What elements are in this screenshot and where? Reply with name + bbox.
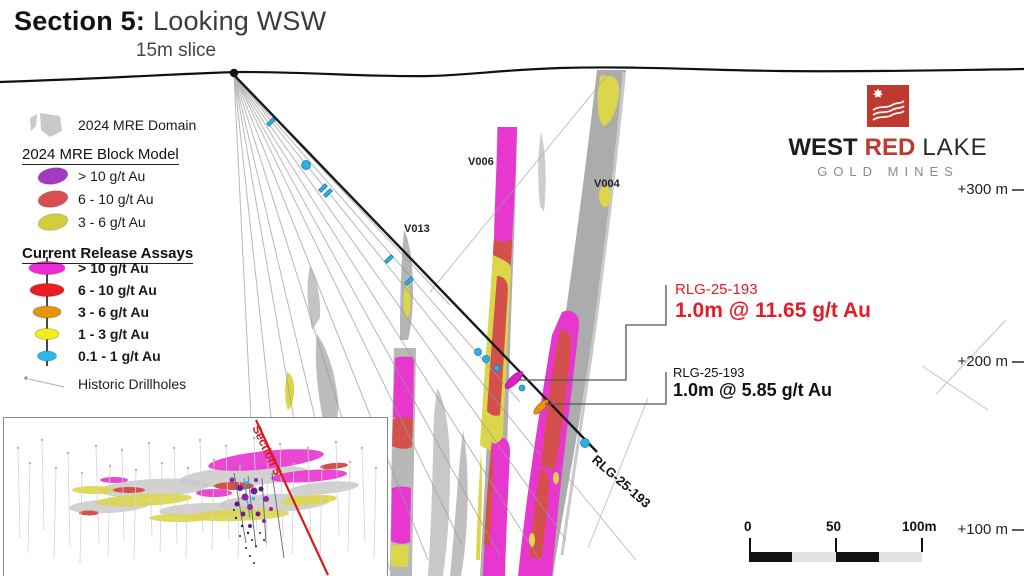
inset-section-line xyxy=(255,419,329,576)
company-logo: WEST RED LAKE GOLD MINES xyxy=(778,84,998,179)
logo-tagline: GOLD MINES xyxy=(817,164,959,179)
legend-assay-item-6-10: 6 - 10 g/t Au xyxy=(78,282,157,298)
vein-label-v006: V006 xyxy=(468,156,494,168)
scale-segment-2 xyxy=(792,552,836,562)
legend-block-item-6-10: 6 - 10 g/t Au xyxy=(78,191,154,207)
annotation-secondary: RLG-25-193 1.0m @ 5.85 g/t Au xyxy=(673,365,832,401)
annotation-highlight-hole-id: RLG-25-193 xyxy=(675,281,758,298)
assay-swatch-gt10 xyxy=(28,261,66,275)
legend-assay-item-3-6: 3 - 6 g/t Au xyxy=(78,304,150,320)
inset-drill-traces xyxy=(17,437,377,564)
scale-tick-50 xyxy=(835,538,837,552)
legend-block-model-heading: 2024 MRE Block Model xyxy=(22,146,179,165)
legend-block-item-3-6: 3 - 6 g/t Au xyxy=(78,214,146,230)
assay-swatch-6-10 xyxy=(29,283,65,297)
elevation-label-200: +200 m xyxy=(957,353,1008,370)
scale-label-50: 50 xyxy=(826,519,842,534)
title-section: Section 5: xyxy=(14,6,146,36)
scale-label-0: 0 xyxy=(744,519,752,534)
block-swatch-3-6 xyxy=(37,213,69,231)
assay-markers xyxy=(266,117,590,448)
legend-historic-label: Historic Drillholes xyxy=(78,376,187,392)
logo-word-lake: LAKE xyxy=(922,134,988,161)
intercept-disk-high-grade xyxy=(504,371,524,389)
mre-domain-icon xyxy=(30,113,62,137)
scale-label-100m: 100m xyxy=(902,519,937,534)
assay-swatch-1-3 xyxy=(34,328,60,340)
surface-line xyxy=(0,66,1024,84)
block-model-swatches xyxy=(37,167,69,231)
historic-drillhole-traces xyxy=(429,71,1007,561)
block-swatch-gt10 xyxy=(37,167,69,185)
annotation-secondary-intercept: 1.0m @ 5.85 g/t Au xyxy=(673,380,832,400)
legend-domain-label: 2024 MRE Domain xyxy=(78,117,197,133)
assay-legend-icon xyxy=(28,257,66,366)
page-title: Section 5: Looking WSW xyxy=(14,6,326,37)
scale-tick-100 xyxy=(921,538,923,552)
drillhole-trace xyxy=(233,74,598,453)
elevation-label-100: +100 m xyxy=(957,521,1008,538)
logo-wordmark: WEST RED LAKE xyxy=(778,134,998,162)
vein-label-v004: V004 xyxy=(594,178,620,190)
logo-word-west: WEST xyxy=(788,134,858,161)
logo-word-red: RED xyxy=(864,134,916,161)
inset-domain-blobs xyxy=(69,449,359,522)
inset-artwork xyxy=(16,419,378,576)
assay-swatch-01-1 xyxy=(37,350,57,362)
assay-swatch-3-6 xyxy=(32,305,62,319)
annotation-secondary-hole-id: RLG-25-193 xyxy=(673,365,745,380)
inset-assay-cluster xyxy=(229,477,273,564)
elevation-ticks xyxy=(1012,189,1024,531)
scale-segment-1 xyxy=(749,552,793,562)
scale-bar xyxy=(749,552,922,562)
annotation-highlight-intercept: 1.0m @ 11.65 g/t Au xyxy=(675,299,871,322)
vein-v006-shape xyxy=(476,127,517,576)
legend-assay-item-gt10: > 10 g/t Au xyxy=(78,260,149,276)
vein-label-v013: V013 xyxy=(404,223,430,235)
elevation-label-300: +300 m xyxy=(957,181,1008,198)
collar-point xyxy=(229,68,239,78)
vein-v013-shape xyxy=(390,230,416,576)
leader-line-highlight xyxy=(518,285,667,381)
leader-line-secondary xyxy=(545,372,667,405)
historic-drillholes-icon xyxy=(24,376,65,388)
scale-segment-3 xyxy=(835,552,879,562)
scale-segment-4 xyxy=(878,552,922,562)
legend-assays-heading: Current Release Assays xyxy=(22,245,194,264)
logo-mark-icon xyxy=(867,85,909,127)
scale-tick-0 xyxy=(749,538,751,552)
block-swatch-6-10 xyxy=(37,190,69,208)
legend-block-item-gt10: > 10 g/t Au xyxy=(78,168,146,184)
legend-assay-item-1-3: 1 - 3 g/t Au xyxy=(78,326,150,342)
intercept-disk-mid-grade xyxy=(533,399,549,415)
legend-assay-item-01-1: 0.1 - 1 g/t Au xyxy=(78,348,161,364)
plan-view-inset-map: Section 5 xyxy=(3,417,388,576)
vein-v004-shape xyxy=(518,70,626,576)
inset-collar-dots xyxy=(16,436,378,475)
background-domain-shapes xyxy=(285,132,546,576)
slice-subtitle: 15m slice xyxy=(135,40,217,61)
annotation-highlight: RLG-25-193 1.0m @ 11.65 g/t Au xyxy=(675,281,871,323)
title-looking: Looking WSW xyxy=(153,6,327,36)
